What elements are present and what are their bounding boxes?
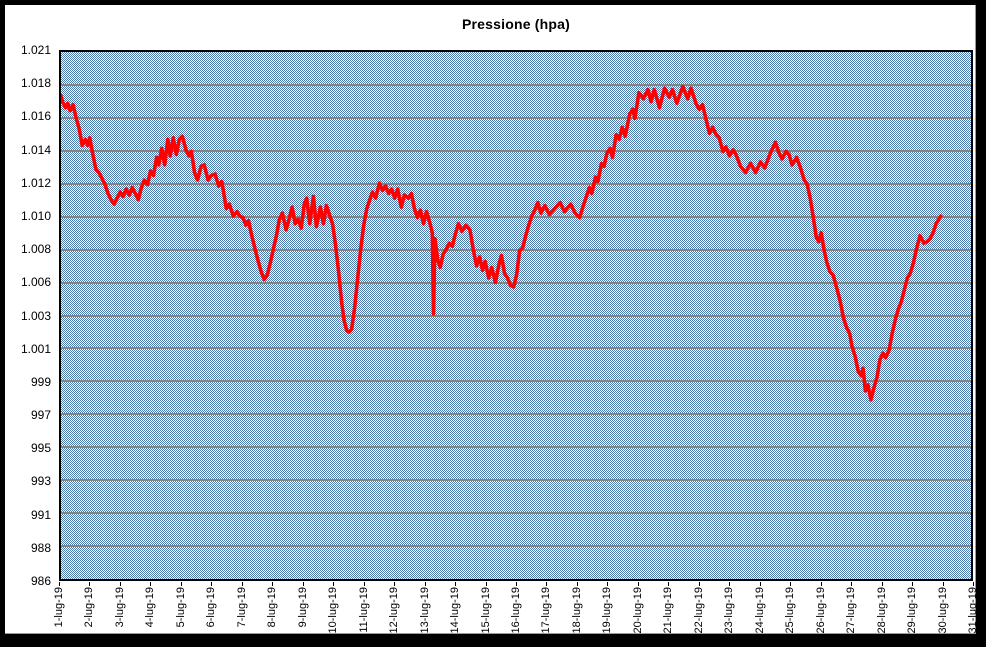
x-tick-label: 16-lug-19 — [510, 587, 522, 634]
x-tick-label: 20-lug-19 — [631, 587, 644, 634]
gridline — [61, 215, 971, 218]
y-tick-label: 991 — [30, 507, 51, 522]
gridline — [61, 512, 971, 515]
x-tick-mark — [59, 582, 60, 586]
y-tick-label: 995 — [30, 441, 51, 456]
x-tick-label: 23-lug-19 — [723, 587, 736, 634]
chart-title: Pressione (hpa) — [461, 16, 571, 32]
gridline — [61, 116, 971, 119]
x-tick-mark — [881, 582, 883, 586]
plot-area — [59, 50, 973, 581]
chart-page: Pressione (hpa) 1.021 1.018 1.016 1.014 1.01… — [5, 5, 979, 634]
x-tick-label: 11-lug-19 — [357, 587, 370, 633]
x-tick-label: 9-lug-19 — [296, 587, 309, 628]
gridline — [61, 149, 971, 152]
y-tick-label: 993 — [30, 474, 51, 489]
x-tick-mark — [698, 582, 700, 586]
x-tick-label: 8-lug-19 — [266, 587, 279, 628]
x-tick-mark — [637, 582, 639, 586]
x-tick-mark — [150, 582, 152, 586]
x-tick-mark — [89, 582, 91, 586]
x-tick-label: 5-lug-19 — [174, 587, 187, 628]
pressure-line-chart — [61, 84, 943, 402]
x-tick-mark — [729, 582, 731, 586]
x-tick-mark — [790, 582, 792, 586]
x-tick-label: 24-lug-19 — [753, 587, 766, 634]
x-tick-mark — [455, 582, 457, 586]
x-tick-label: 17-lug-19 — [540, 587, 553, 634]
y-tick-label: 1.016 — [20, 109, 51, 124]
x-tick-label: 14-lug-19 — [449, 587, 462, 634]
x-tick-mark — [333, 582, 335, 586]
x-tick-mark — [241, 582, 243, 586]
x-tick-mark — [211, 582, 213, 586]
x-tick-mark — [973, 582, 974, 586]
x-tick-mark — [394, 582, 396, 586]
x-tick-mark — [546, 582, 548, 586]
y-tick-label: 1.018 — [20, 76, 51, 91]
y-tick-label: 1.012 — [20, 175, 51, 190]
gridline — [61, 479, 971, 482]
y-tick-label: 1.003 — [20, 308, 51, 323]
pressure-series-line — [61, 84, 943, 402]
y-tick-label: 988 — [30, 540, 51, 555]
x-tick-label: 27-lug-19 — [845, 587, 858, 634]
x-tick-label: 18-lug-19 — [570, 587, 583, 634]
gridline — [61, 347, 971, 350]
x-tick-mark — [820, 582, 822, 586]
x-tick-label: 25-lug-19 — [784, 587, 797, 634]
y-tick-label: 1.021 — [20, 43, 51, 57]
x-tick-label: 13-lug-19 — [418, 587, 431, 634]
y-tick-label: 997 — [30, 408, 51, 423]
x-tick-mark — [363, 582, 365, 586]
x-tick-mark — [851, 582, 853, 586]
x-tick-label: 19-lug-19 — [601, 587, 614, 634]
gridline — [61, 248, 971, 251]
x-tick-label: 4-lug-19 — [144, 587, 157, 628]
x-tick-mark — [272, 582, 274, 586]
x-tick-mark — [180, 582, 182, 586]
gridline — [61, 545, 971, 548]
x-tick-label: 29-lug-19 — [906, 587, 919, 634]
x-tick-label: 7-lug-19 — [235, 587, 248, 628]
x-tick-label: 22-lug-19 — [692, 587, 705, 634]
y-tick-label: 1.006 — [20, 275, 51, 290]
x-tick-mark — [942, 582, 944, 586]
x-tick-label: 31-lug-19 — [967, 587, 979, 634]
x-tick-label: 26-lug-19 — [814, 587, 827, 634]
x-tick-label: 15-lug-19 — [479, 587, 492, 634]
x-tick-label: 30-lug-19 — [936, 587, 949, 634]
gridline — [61, 413, 971, 416]
x-tick-label: 2-lug-19 — [83, 587, 96, 628]
x-tick-mark — [424, 582, 426, 586]
y-tick-label: 999 — [30, 374, 51, 389]
x-tick-mark — [485, 582, 487, 586]
x-tick-label: 28-lug-19 — [875, 587, 888, 634]
gridline — [61, 314, 971, 317]
y-tick-label: 1.001 — [20, 341, 51, 356]
x-tick-mark — [302, 582, 304, 586]
x-tick-mark — [119, 582, 121, 586]
x-tick-mark — [912, 582, 914, 586]
x-tick-label: 3-lug-19 — [113, 587, 126, 628]
x-tick-mark — [576, 582, 578, 586]
x-tick-mark — [607, 582, 609, 586]
x-tick-label: 6-lug-19 — [205, 587, 218, 628]
x-tick-label: 1-lug-19 — [53, 587, 65, 628]
y-tick-label: 1.014 — [20, 142, 51, 157]
gridline — [61, 380, 971, 383]
x-tick-label: 10-lug-19 — [327, 587, 340, 634]
x-tick-mark — [668, 582, 670, 586]
gridline — [61, 182, 971, 185]
y-tick-label: 1.010 — [20, 208, 51, 223]
y-tick-label: 1.008 — [20, 242, 51, 257]
x-tick-label: 12-lug-19 — [388, 587, 401, 634]
gridline — [61, 446, 971, 449]
y-tick-label: 986 — [30, 574, 51, 588]
x-tick-mark — [516, 582, 517, 586]
gridline — [61, 83, 971, 86]
x-tick-mark — [759, 582, 761, 586]
x-tick-label: 21-lug-19 — [662, 587, 675, 634]
